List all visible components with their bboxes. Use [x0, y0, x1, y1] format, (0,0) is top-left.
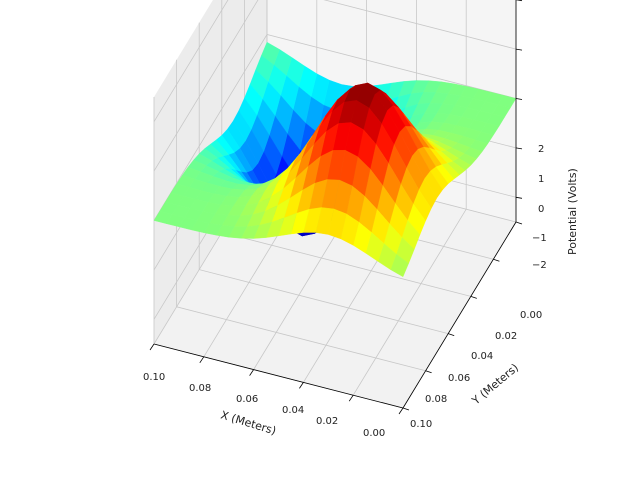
x-tick-mark — [299, 382, 304, 389]
y-tick-mark — [493, 258, 500, 262]
y-tick-mark — [470, 296, 477, 299]
x-tick-labels: 0.10 0.08 0.06 0.04 0.02 0.00 — [143, 372, 385, 439]
grid-line-y — [198, 22, 449, 334]
y-axis-line — [402, 221, 517, 409]
x-tick-mark — [398, 407, 404, 415]
x-axis-line — [153, 343, 404, 409]
x-tick-label: 0.00 — [363, 428, 385, 439]
y-tick-label: 0.08 — [425, 394, 447, 405]
z-tick-mark — [515, 98, 523, 100]
y-tick-mark — [515, 221, 523, 225]
y-axis-label: Y (Meters) — [469, 361, 521, 408]
grid-line-z — [153, 34, 517, 221]
surface-mesh — [153, 41, 517, 278]
x-tick-mark — [249, 369, 254, 376]
axis-lines — [149, 0, 523, 415]
grid-line-y — [176, 59, 426, 372]
z-tick-mark — [515, 147, 523, 150]
x-tick-label: 0.06 — [236, 394, 258, 405]
x-tick-label: 0.04 — [282, 405, 304, 416]
z-tick-mark — [515, 48, 523, 51]
grid-line-z — [153, 0, 516, 122]
z-tick-label: 1 — [538, 174, 544, 185]
y-tick-mark — [448, 333, 455, 336]
y-tick-label: 0.04 — [471, 351, 493, 362]
grid-line-z — [153, 0, 517, 172]
x-tick-label: 0.10 — [143, 372, 165, 383]
z-tick-label: 0 — [538, 204, 544, 215]
x-tick-mark — [348, 394, 354, 402]
surface-facet — [153, 210, 173, 224]
x-tick-label: 0.08 — [189, 383, 211, 394]
y-tick-label: 0.00 — [520, 310, 542, 321]
z-tick-label: −2 — [532, 260, 547, 271]
y-tick-label: 0.02 — [495, 331, 517, 342]
y-tick-labels: 0.00 0.02 0.04 0.06 0.08 0.10 — [410, 310, 542, 430]
x-tick-mark — [199, 356, 205, 364]
z-tick-label: −1 — [532, 233, 547, 244]
z-tick-label: 2 — [538, 144, 544, 155]
z-axis-label: Potential (Volts) — [566, 168, 579, 255]
x-axis-label: X (Meters) — [219, 408, 278, 437]
y-tick-label: 0.06 — [448, 373, 470, 384]
y-tick-mark — [425, 370, 432, 374]
z-tick-labels: 2 1 0 −1 −2 — [532, 144, 547, 271]
y-tick-mark — [402, 407, 410, 411]
y-tick-label: 0.10 — [410, 419, 432, 430]
z-tick-mark — [515, 196, 523, 199]
x-tick-mark — [149, 343, 155, 351]
z-tick-mark — [515, 0, 523, 2]
x-tick-label: 0.02 — [316, 416, 338, 427]
